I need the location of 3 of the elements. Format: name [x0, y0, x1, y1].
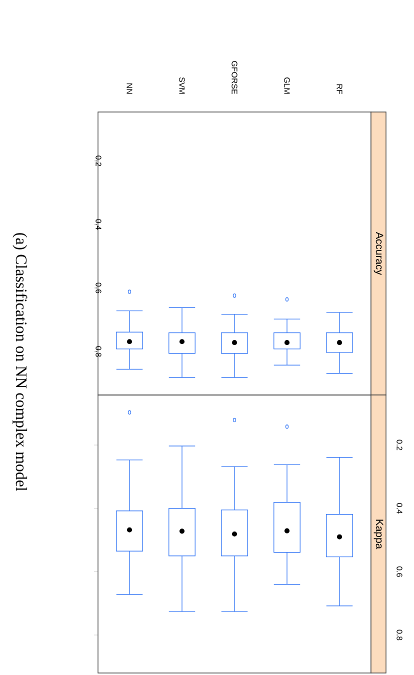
text: Accuracy — [374, 232, 384, 275]
text: (a) Classification on NN complex model — [12, 233, 28, 492]
text: Kappa — [374, 520, 384, 550]
